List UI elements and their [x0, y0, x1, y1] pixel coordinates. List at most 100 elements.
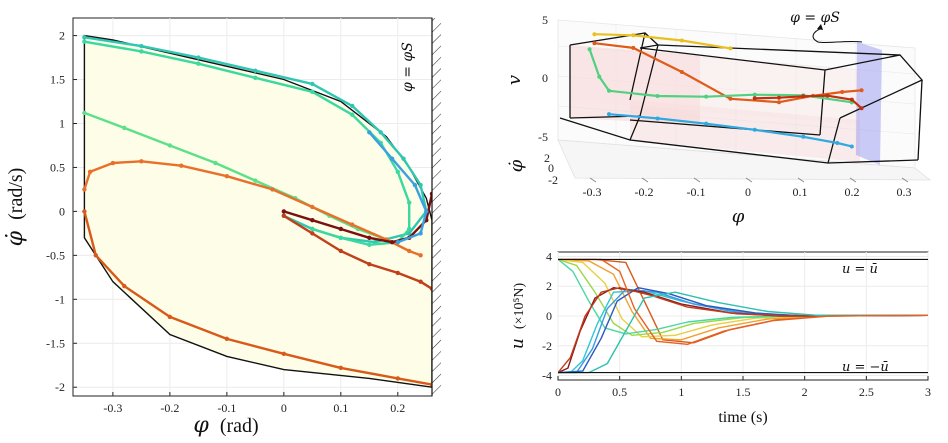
3d-d-tick-label: -2 — [548, 173, 558, 187]
y-tick-label: 4 — [546, 249, 552, 263]
y-tick-label: 1 — [59, 116, 65, 130]
phase-xlabel: φ (rad) — [193, 413, 258, 438]
x-tick-label: 1.5 — [736, 385, 751, 399]
3d-x-tick-label: 0 — [745, 185, 751, 199]
phase-point — [281, 209, 287, 214]
3d-point — [859, 88, 864, 93]
phase-point — [139, 49, 144, 54]
phase-point — [338, 365, 344, 371]
3d-point — [752, 127, 757, 132]
3d-annotation: φ = φS — [790, 10, 840, 26]
3d-point — [607, 112, 611, 117]
phase-point — [367, 130, 372, 135]
control-series-u-2 — [558, 258, 928, 341]
phase-point — [310, 204, 315, 210]
phase-point — [418, 253, 423, 258]
phase-point — [213, 160, 218, 166]
3d-point — [777, 100, 781, 105]
3d-point — [840, 89, 845, 94]
3d-point — [801, 134, 806, 139]
state-3d-plot: φ = φS -0.3 -0.2 -0.1 0 0.1 0.2 0.350-520-2 v … — [504, 10, 932, 227]
3d-point — [835, 141, 840, 145]
x-tick-label: 2.5 — [859, 385, 874, 399]
3d-series-traj-red — [754, 94, 863, 110]
y-tick-label: -4 — [542, 369, 552, 383]
phase-point — [82, 35, 87, 40]
y-tick-label: -2 — [55, 380, 65, 394]
control-ylabel: u (×10⁵N) — [508, 283, 528, 350]
phase-point — [281, 213, 287, 218]
x-tick-label: -0.2 — [160, 401, 179, 415]
control-series-u-11 — [558, 291, 928, 374]
y-tick-label: -1.5 — [46, 336, 65, 350]
phase-point — [93, 253, 98, 258]
3d-series-traj-yellow — [594, 33, 731, 50]
phase-point — [310, 81, 315, 87]
phase-point — [395, 376, 401, 381]
phase-point — [167, 314, 173, 320]
phase-point — [167, 143, 173, 148]
3d-point — [587, 47, 592, 52]
y-tick-label: 0 — [546, 309, 552, 323]
3d-v-label: v — [504, 75, 525, 85]
phase-point — [310, 231, 315, 236]
phase-point — [139, 159, 144, 164]
x-tick-label: 0.1 — [333, 401, 348, 415]
phase-plot: φ = φS -0.3 -0.2 -0.1 0 0.1 0.2 -2 -1.5 -1 -0.5 0 0… — [3, 17, 441, 438]
phase-point — [418, 279, 423, 284]
boundary-label: φ = φS — [400, 42, 416, 92]
x-tick-label: -0.3 — [103, 401, 122, 415]
3d-x-tick — [589, 177, 597, 183]
boundary-hatch — [432, 18, 441, 396]
phase-point — [418, 182, 423, 188]
3d-series-traj-orange — [594, 42, 862, 104]
3d-annotation-arrow — [812, 27, 863, 44]
x-tick-label: 3 — [925, 385, 931, 399]
phase-point — [82, 39, 87, 44]
phase-point — [378, 130, 383, 135]
3d-ticks: -0.3 -0.2 -0.1 0 0.1 0.2 0.350-520-2 — [538, 13, 912, 199]
3d-boundary-plane — [856, 42, 882, 165]
3d-point — [592, 41, 597, 46]
3d-point — [704, 94, 709, 99]
phase-point — [350, 112, 355, 117]
3d-v-tick-label: -5 — [538, 130, 548, 144]
phase-point — [338, 235, 344, 240]
phase-point — [412, 182, 418, 188]
3d-x-tick-label: -0.1 — [687, 185, 706, 199]
phase-point — [310, 217, 315, 223]
control-series-u-5 — [558, 258, 928, 335]
3d-d-tick-label: 2 — [544, 151, 550, 165]
3d-x-tick — [849, 177, 857, 183]
phase-point — [82, 209, 87, 214]
phase-ylabel: φ̇ (rad/s) — [3, 168, 28, 247]
phase-point — [350, 222, 355, 227]
control-series-u-12 — [558, 258, 928, 345]
control-xlabel: time (s) — [718, 409, 767, 426]
y-tick-label: 1.5 — [50, 73, 65, 87]
control-ticks: 0 0.5 1 1.5 2 2.5 3 -4 -2 0 2 4 — [542, 249, 931, 399]
phase-point — [179, 163, 184, 168]
3d-point — [777, 95, 781, 100]
x-tick-label: 0 — [555, 385, 561, 399]
x-tick-label: 0 — [281, 401, 287, 415]
3d-point — [849, 144, 854, 149]
phase-point — [122, 283, 127, 289]
3d-d-tick-label: 0 — [548, 161, 554, 175]
3d-point — [597, 74, 602, 79]
phase-point — [253, 75, 258, 80]
x-tick-label: 0.2 — [390, 401, 405, 415]
3d-point — [704, 121, 709, 126]
phase-point — [418, 231, 423, 236]
phase-series-traj-8 — [368, 131, 428, 244]
3d-x-tick — [797, 177, 805, 183]
phase-point — [424, 209, 429, 214]
y-tick-label: 0.5 — [50, 160, 65, 174]
3d-point — [655, 116, 660, 121]
3d-point — [592, 32, 597, 37]
y-tick-label: 0 — [59, 204, 65, 218]
phase-point — [338, 226, 344, 232]
phase-point — [395, 239, 401, 245]
phase-point — [389, 156, 395, 161]
